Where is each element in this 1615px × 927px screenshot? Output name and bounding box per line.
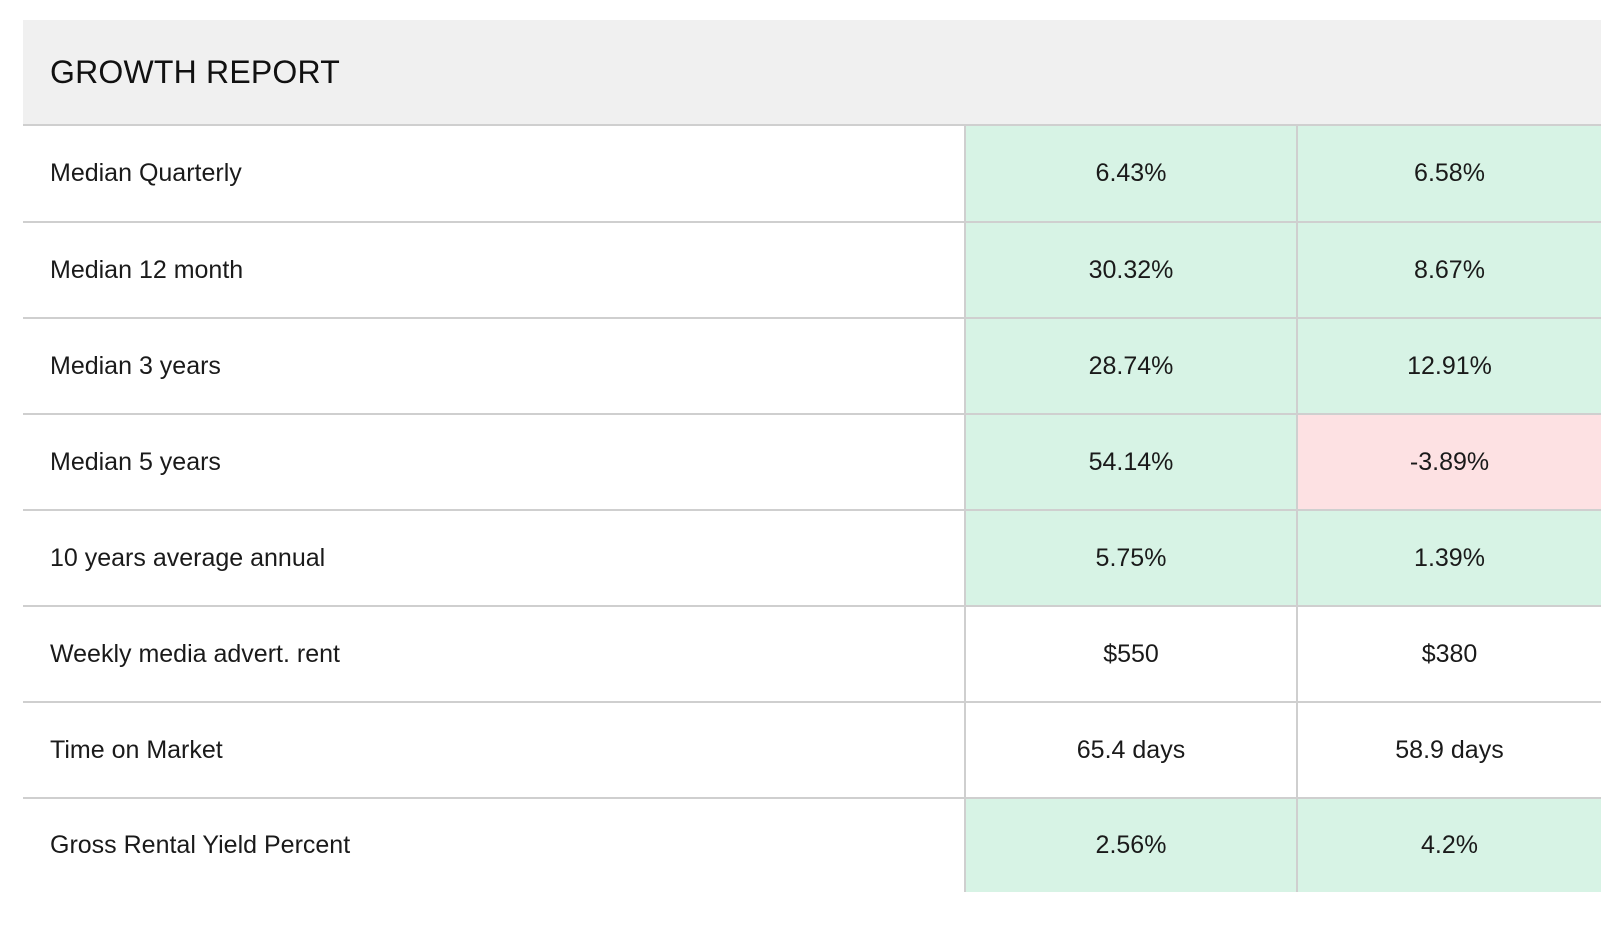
value-cell-1: $550 [964, 606, 1297, 703]
value-cell-2: 58.9 days [1296, 702, 1601, 799]
table-row: Gross Rental Yield Percent 2.56% 4.2% [23, 798, 1601, 892]
value-cell-1: 65.4 days [964, 702, 1297, 799]
value-cell-2: -3.89% [1296, 414, 1601, 511]
value-cell-1: 30.32% [964, 222, 1297, 319]
row-label: Time on Market [23, 702, 965, 799]
value-cell-1: 5.75% [964, 510, 1297, 607]
value-cell-2: 1.39% [1296, 510, 1601, 607]
value-cell-1: 6.43% [964, 126, 1297, 223]
row-label: Median 12 month [23, 222, 965, 319]
table-row: Median 12 month 30.32% 8.67% [23, 222, 1601, 319]
table-row: Time on Market 65.4 days 58.9 days [23, 702, 1601, 799]
value-cell-2: $380 [1296, 606, 1601, 703]
growth-table: Median Quarterly 6.43% 6.58% Median 12 m… [23, 126, 1601, 892]
value-cell-1: 28.74% [964, 318, 1297, 415]
report-title: GROWTH REPORT [50, 53, 341, 90]
value-cell-1: 2.56% [964, 798, 1297, 892]
table-row: Median 3 years 28.74% 12.91% [23, 318, 1601, 415]
report-header: GROWTH REPORT [23, 20, 1601, 126]
row-label: Median Quarterly [23, 126, 965, 223]
table-row: Median Quarterly 6.43% 6.58% [23, 126, 1601, 223]
value-cell-2: 4.2% [1296, 798, 1601, 892]
value-cell-2: 12.91% [1296, 318, 1601, 415]
table-row: Weekly media advert. rent $550 $380 [23, 606, 1601, 703]
row-label: Gross Rental Yield Percent [50, 831, 351, 859]
table-row: 10 years average annual 5.75% 1.39% [23, 510, 1601, 607]
value-cell-2: 6.58% [1296, 126, 1601, 223]
value-cell-2: 8.67% [1296, 222, 1601, 319]
row-label: Median 3 years [23, 318, 965, 415]
growth-report: GROWTH REPORT Median Quarterly 6.43% 6.5… [23, 20, 1601, 892]
row-label: Median 5 years [23, 414, 965, 511]
row-label: 10 years average annual [23, 510, 965, 607]
value-cell-1: 54.14% [964, 414, 1297, 511]
row-label: Weekly media advert. rent [23, 606, 965, 703]
table-row: Median 5 years 54.14% -3.89% [23, 414, 1601, 511]
